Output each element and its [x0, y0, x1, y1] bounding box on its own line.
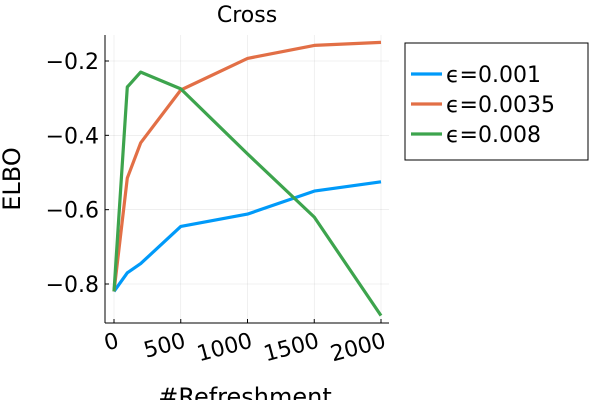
legend-box: [404, 42, 589, 161]
legend: ϵ=0.001 ϵ=0.0035 ϵ=0.008: [404, 42, 589, 161]
y-tick-label: −0.8: [46, 273, 99, 298]
tick-labels: 0 500 1000 1500 2000 −0.8 −0.6 −0.4 −0.2: [46, 50, 389, 367]
y-tick-label: −0.4: [46, 124, 99, 149]
y-tick-label: −0.2: [46, 50, 99, 75]
chart-title: Cross: [217, 3, 277, 28]
legend-label: ϵ=0.0035: [446, 93, 555, 118]
axes: [104, 35, 389, 324]
x-axis-label: #Refreshment: [158, 383, 332, 400]
y-tick-label: −0.6: [46, 199, 99, 224]
x-tick-label: 1500: [261, 329, 322, 368]
series-line: [112, 180, 382, 293]
x-tick-label: 0: [102, 329, 122, 357]
legend-label: ϵ=0.001: [446, 63, 541, 88]
x-tick-label: 500: [141, 329, 188, 364]
grid: [105, 35, 389, 323]
x-tick-label: 1000: [194, 329, 255, 368]
legend-label: ϵ=0.008: [446, 123, 541, 148]
series-lines: [112, 40, 383, 317]
y-axis-label: ELBO: [0, 147, 26, 210]
series-line: [112, 70, 383, 317]
x-tick-label: 2000: [328, 329, 389, 368]
